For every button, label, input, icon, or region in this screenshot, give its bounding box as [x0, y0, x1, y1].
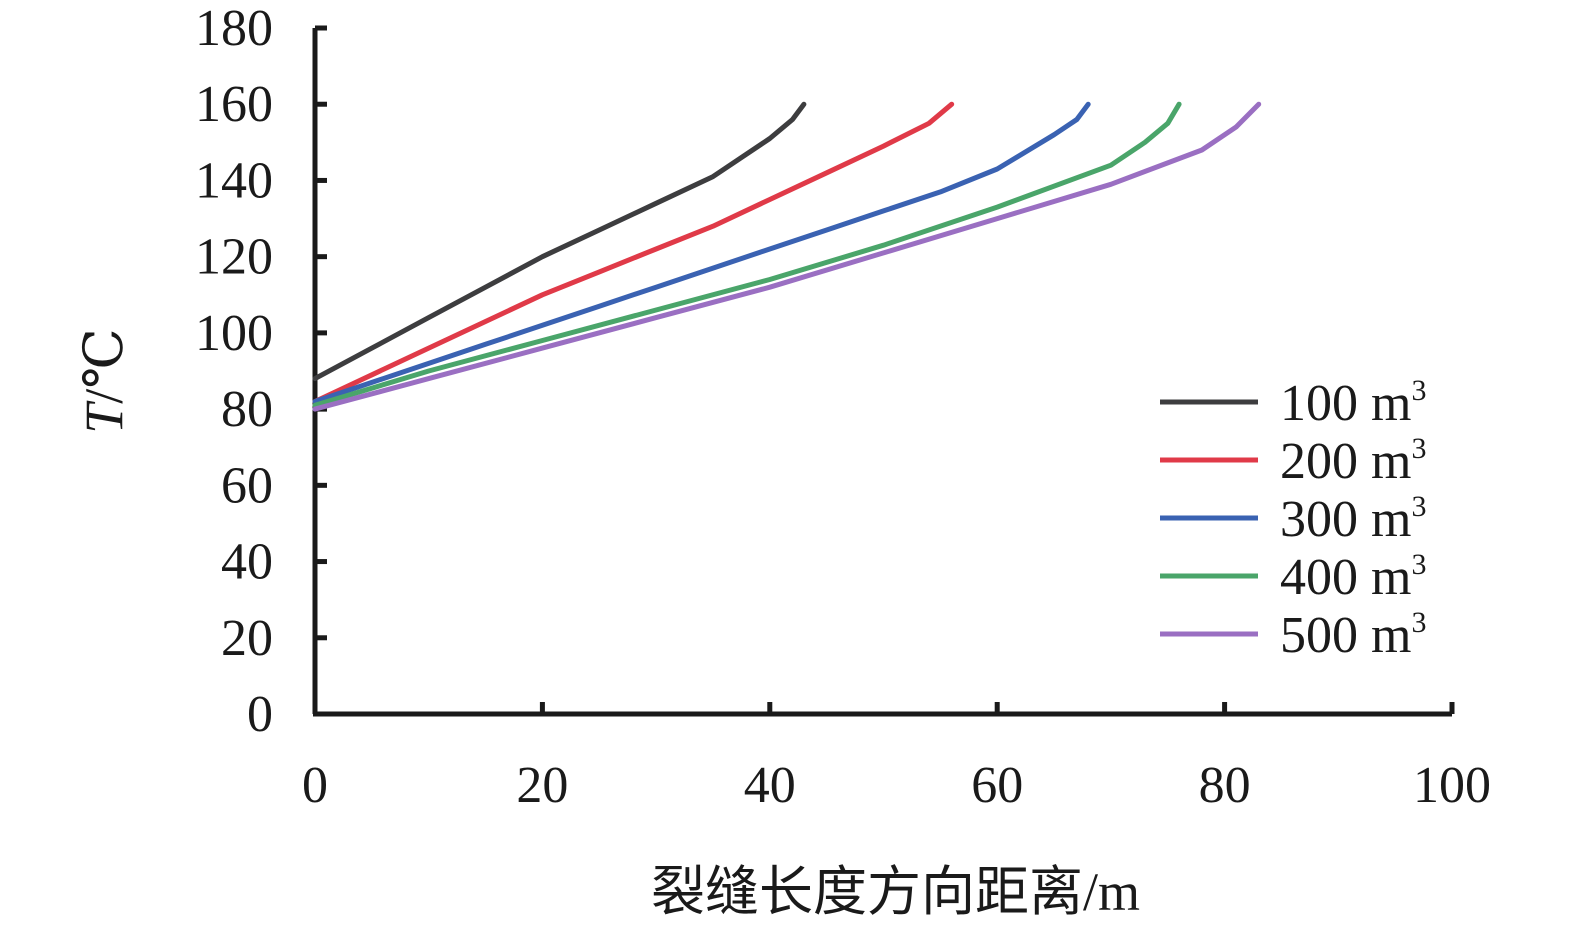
y-tick-label: 0: [247, 686, 273, 743]
series-line-3: [312, 101, 1091, 404]
y-axis-title: T/℃: [74, 328, 134, 433]
series-line-5: [312, 101, 1262, 412]
y-tick-label: 20: [221, 610, 273, 667]
y-tick-label: 120: [195, 229, 273, 286]
y-tick-label: 180: [195, 0, 273, 57]
x-tick-label: 60: [971, 757, 1023, 814]
x-tick-label: 20: [516, 757, 568, 814]
x-tick-label: 40: [744, 757, 796, 814]
legend-label-1: 100 m3: [1280, 374, 1426, 432]
legend-label-2: 200 m3: [1280, 432, 1426, 490]
series-line-1: [312, 101, 807, 382]
legend-label-3: 300 m3: [1280, 490, 1426, 548]
legend-label-4: 400 m3: [1280, 548, 1426, 606]
y-tick-label: 100: [195, 305, 273, 362]
y-tick-label: 160: [195, 76, 273, 133]
series-line-4: [312, 101, 1182, 408]
y-axis-title-unit: /℃: [74, 328, 134, 403]
series-line-2: [312, 101, 955, 404]
x-axis-title: 裂缝长度方向距离/m: [651, 862, 1140, 922]
y-tick-label: 60: [221, 457, 273, 514]
x-tick-label: 100: [1413, 757, 1491, 814]
y-tick-label: 140: [195, 152, 273, 209]
y-tick-label: 40: [221, 534, 273, 591]
axes: 0 20 40 60 80 100 120 140 160 180 0 20 40 60 80 100: [195, 0, 1491, 814]
legend-label-5: 500 m3: [1280, 606, 1426, 664]
y-axis-title-symbol: T: [74, 400, 134, 434]
plot-area: [312, 101, 1262, 412]
x-tick-label: 80: [1199, 757, 1251, 814]
y-tick-label: 80: [221, 381, 273, 438]
x-tick-label: 0: [302, 757, 328, 814]
